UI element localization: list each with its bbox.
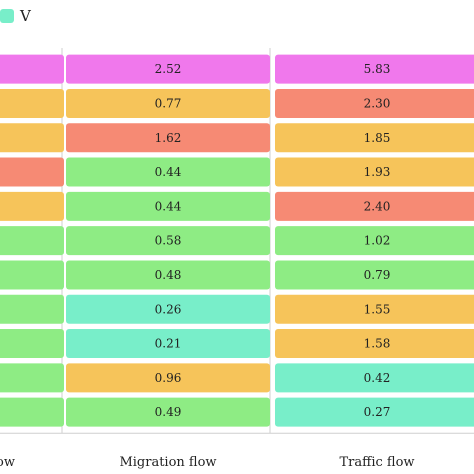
cell-value: 0.79 (364, 268, 391, 282)
cell-value: 0.48 (155, 268, 182, 282)
heatmap-cell (0, 397, 64, 427)
heatmap-cell (275, 329, 474, 359)
cell-value: 0.42 (364, 371, 391, 385)
heatmap-cell (0, 191, 64, 221)
cell-value: 1.93 (364, 165, 391, 179)
column-footer-label: Traffic flow (339, 455, 414, 470)
heatmap-cell (275, 294, 474, 324)
heatmap-cell (0, 226, 64, 256)
heatmap-cell (0, 329, 64, 359)
cell-value: 5.83 (364, 62, 391, 76)
heatmap-cell (0, 123, 64, 153)
table-footers: ow Migration flow Traffic flow (0, 455, 415, 470)
heatmap-cell (66, 157, 270, 187)
heatmap-cell (66, 329, 270, 359)
heatmap-cell (275, 397, 474, 427)
heatmap-cell (66, 123, 270, 153)
heatmap-cell (275, 191, 474, 221)
heatmap-cell (0, 260, 64, 290)
heatmap-cell (275, 88, 474, 118)
heatmap-cell (66, 54, 270, 84)
heatmap-cell (0, 294, 64, 324)
cell-value: 1.55 (364, 302, 391, 316)
table-values: 2.52 0.77 1.62 0.44 0.44 0.58 0.48 0.26 0.21 0.96… (155, 62, 391, 419)
heatmap-cell (66, 294, 270, 324)
cell-value: 0.58 (155, 234, 182, 248)
heatmap-cell (66, 88, 270, 118)
heatmap-cell (0, 54, 64, 84)
legend-label-v: V (20, 7, 31, 25)
legend-swatch-v (0, 9, 14, 23)
heatmap-cell (0, 88, 64, 118)
cell-value: 1.85 (364, 131, 391, 145)
cell-value: 0.27 (364, 405, 391, 419)
heatmap-cell (0, 363, 64, 393)
column-footer-label: Migration flow (119, 455, 216, 470)
heatmap-cell (275, 363, 474, 393)
cell-value: 1.62 (155, 131, 182, 145)
cell-value: 2.30 (364, 96, 391, 110)
heatmap-cell (275, 54, 474, 84)
heatmap-cell (275, 260, 474, 290)
heatmap-cell (66, 397, 270, 427)
column-footer-label: ow (0, 455, 15, 470)
cell-value: 1.58 (364, 337, 391, 351)
cell-value: 0.49 (155, 405, 182, 419)
cell-value: 2.52 (155, 62, 182, 76)
cell-value: 0.96 (155, 371, 182, 385)
cell-value: 0.26 (155, 302, 182, 316)
cell-value: 0.21 (155, 337, 182, 351)
heatmap-cell (66, 226, 270, 256)
heatmap-cell (66, 260, 270, 290)
cell-value: 0.77 (155, 96, 182, 110)
table-cells (0, 54, 474, 427)
heatmap-cell (66, 363, 270, 393)
cell-value: 2.40 (364, 199, 391, 213)
heatmap-cell (66, 191, 270, 221)
cell-value: 1.02 (364, 234, 391, 248)
cell-value: 0.44 (155, 165, 182, 179)
heatmap-cell (0, 157, 64, 187)
legend: V (0, 4, 31, 28)
cell-value: 0.44 (155, 199, 182, 213)
heatmap-cell (275, 123, 474, 153)
heatmap-cell (275, 157, 474, 187)
heatmap-cell (275, 226, 474, 256)
